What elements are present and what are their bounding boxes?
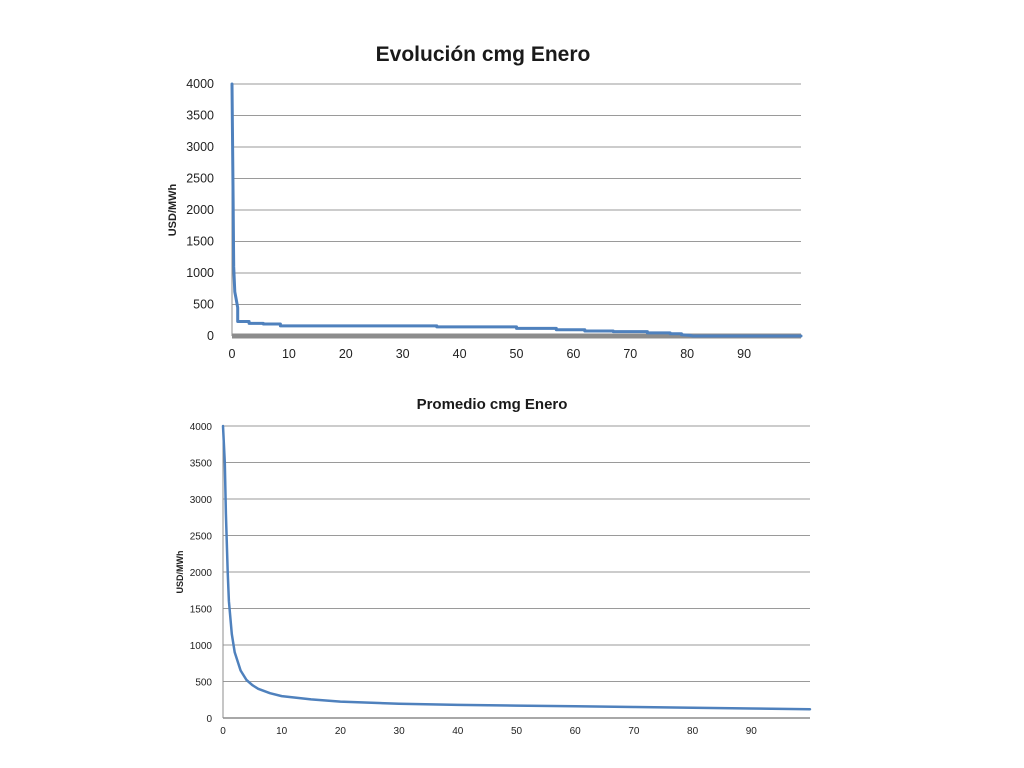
x-axis (223, 717, 810, 719)
x-tick-label: 80 (687, 726, 699, 737)
y-axis-label: USD/MWh (175, 551, 185, 594)
x-tick-label: 0 (229, 347, 236, 361)
y-tick-label: 2000 (190, 568, 213, 579)
x-tick-label: 30 (394, 726, 406, 737)
chart-1-plot: 0 500 1000 1500 2000 2500 3000 3500 4000 0 10 20 30 4… (167, 77, 803, 361)
x-tick-label: 40 (452, 726, 464, 737)
y-tick-label: 1000 (186, 266, 214, 280)
y-tick-label: 3500 (186, 109, 214, 123)
x-tick-label: 10 (276, 726, 288, 737)
x-tick-label: 40 (453, 347, 467, 361)
x-tick-label: 20 (335, 726, 347, 737)
chart-2-plot: 0 500 1000 1500 2000 2500 3000 3500 4000 0 10 20 30 4… (175, 422, 812, 737)
x-tick-label: 60 (566, 347, 580, 361)
series-line (221, 424, 812, 711)
x-tick-label: 60 (570, 726, 582, 737)
x-tick-label: 70 (628, 726, 640, 737)
x-tick-label: 50 (511, 726, 523, 737)
y-tick-label: 3000 (190, 495, 213, 506)
x-tick-label: 20 (339, 347, 353, 361)
y-tick-label: 500 (195, 678, 212, 689)
x-tick-label: 50 (510, 347, 524, 361)
chart-2-title: Promedio cmg Enero (417, 396, 568, 413)
chart-1-title: Evolución cmg Enero (376, 43, 591, 66)
y-tick-label: 500 (193, 298, 214, 312)
y-tick-label: 4000 (186, 77, 214, 91)
x-tick-label: 30 (396, 347, 410, 361)
x-tick-label: 90 (746, 726, 758, 737)
y-tick-label: 4000 (190, 422, 213, 433)
y-tick-label: 1500 (186, 235, 214, 249)
series-line (230, 82, 803, 338)
x-tick-label: 0 (220, 726, 226, 737)
x-tick-label: 10 (282, 347, 296, 361)
y-tick-label: 3500 (190, 459, 213, 470)
y-tick-label: 2500 (190, 532, 213, 543)
y-tick-label: 0 (206, 714, 212, 725)
x-tick-label: 90 (737, 347, 751, 361)
y-tick-label: 1500 (190, 605, 213, 616)
y-tick-label: 0 (207, 329, 214, 343)
y-tick-label: 3000 (186, 140, 214, 154)
y-axis-label: USD/MWh (167, 183, 179, 236)
y-tick-label: 2500 (186, 172, 214, 186)
y-tick-label: 2000 (186, 203, 214, 217)
y-tick-label: 1000 (190, 641, 213, 652)
x-tick-label: 70 (623, 347, 637, 361)
x-tick-label: 80 (680, 347, 694, 361)
x-axis (232, 333, 801, 339)
